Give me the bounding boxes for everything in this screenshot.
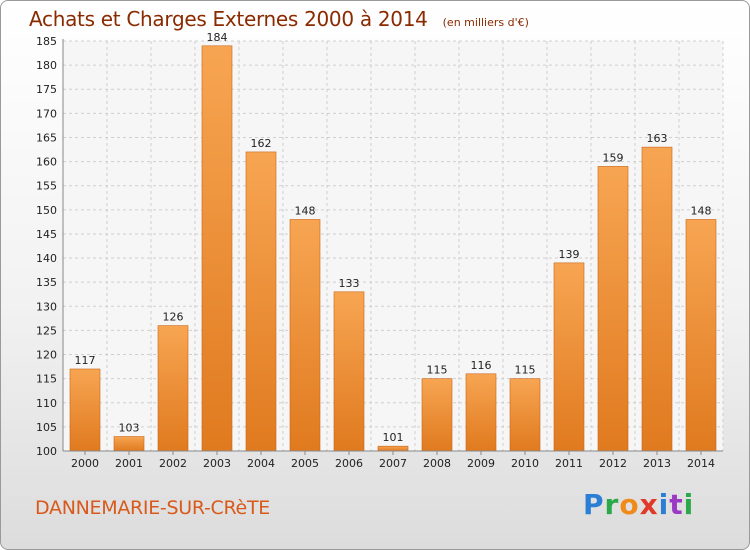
data-label: 148 [691,204,712,217]
x-tick-label: 2007 [379,457,407,470]
chart-title-block: Achats et Charges Externes 2000 à 2014 (… [29,7,529,31]
data-label: 162 [251,137,272,150]
x-tick-label: 2006 [335,457,363,470]
y-tick-label: 130 [36,300,57,313]
x-tick-label: 2010 [511,457,539,470]
logo-letter: i [658,488,670,521]
x-tick-label: 2003 [203,457,231,470]
y-tick-label: 110 [36,397,57,410]
data-label: 116 [471,359,492,372]
bar [597,166,629,452]
data-label: 139 [559,248,580,261]
x-tick-label: 2012 [599,457,627,470]
bar [157,325,189,452]
axes: 100 105 110 115 120 125 130 135 140 145 150 155 160 1… [36,31,723,470]
y-tick-label: 120 [36,349,57,362]
x-tick-label: 2004 [247,457,275,470]
y-tick-label: 115 [36,373,57,386]
x-tick-label: 2014 [687,457,715,470]
y-tick-label: 125 [36,324,57,337]
x-tick-label: 2001 [115,457,143,470]
bar [69,368,101,452]
bar [685,219,717,452]
bar [333,291,365,452]
y-tick-label: 170 [36,107,57,120]
logo-letter: x [639,488,659,521]
x-tick-label: 2000 [71,457,99,470]
x-tick-label: 2011 [555,457,583,470]
data-label: 133 [339,277,360,290]
y-tick-label: 100 [36,445,57,458]
town-name: DANNEMARIE-SUR-CRèTE [35,497,270,519]
y-tick-label: 165 [36,131,57,144]
y-tick-label: 175 [36,83,57,96]
x-tick-label: 2009 [467,457,495,470]
logo-letter: r [604,488,620,521]
bar [377,445,409,452]
bar [509,378,541,452]
bars [69,45,717,452]
y-tick-label: 155 [36,180,57,193]
y-tick-label: 185 [36,35,57,48]
chart-title: Achats et Charges Externes 2000 à 2014 [29,7,428,31]
logo-letter: o [619,488,640,521]
data-label: 163 [647,132,668,145]
bar [465,373,497,452]
proxiti-logo[interactable]: Proxiti [583,488,694,521]
data-label: 101 [383,431,404,444]
data-label: 148 [295,204,316,217]
y-tick-label: 180 [36,59,57,72]
bar [641,146,673,452]
y-tick-label: 145 [36,228,57,241]
bar [113,436,145,452]
chart-unit: (en milliers d'€) [442,16,529,29]
y-tick-label: 105 [36,421,57,434]
data-label: 117 [75,354,96,367]
bar [421,378,453,452]
bar [289,219,321,452]
bar [245,151,277,452]
x-tick-label: 2013 [643,457,671,470]
data-label: 159 [603,151,624,164]
data-label: 126 [163,311,184,324]
data-label: 115 [515,364,536,377]
logo-letter: P [583,488,605,521]
data-label: 103 [119,422,140,435]
x-tick-label: 2005 [291,457,319,470]
x-tick-label: 2008 [423,457,451,470]
bar [201,45,233,452]
x-tick-label: 2002 [159,457,187,470]
y-tick-label: 135 [36,276,57,289]
y-tick-label: 160 [36,156,57,169]
bar [553,262,585,452]
y-tick-label: 150 [36,204,57,217]
data-label: 184 [207,31,228,44]
logo-letter: t [669,488,684,521]
data-label: 115 [427,364,448,377]
y-tick-label: 140 [36,252,57,265]
logo-letter: i [683,488,695,521]
